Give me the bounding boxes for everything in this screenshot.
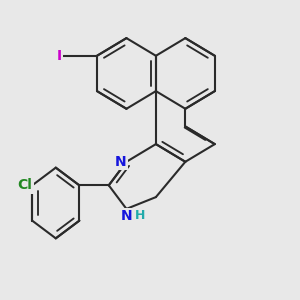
Text: N: N — [115, 155, 126, 169]
Text: I: I — [56, 49, 62, 63]
Text: N: N — [121, 209, 132, 223]
Text: Cl: Cl — [17, 178, 32, 192]
Text: H: H — [135, 209, 146, 222]
